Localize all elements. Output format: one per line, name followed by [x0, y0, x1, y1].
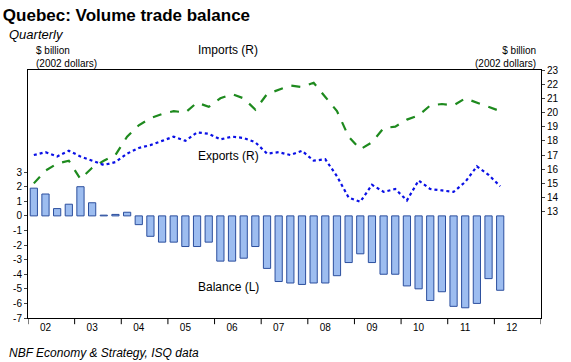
svg-text:08: 08	[320, 322, 332, 333]
svg-text:02: 02	[40, 322, 52, 333]
svg-text:04: 04	[133, 322, 145, 333]
svg-text:15: 15	[547, 178, 559, 189]
svg-text:16: 16	[547, 164, 559, 175]
svg-text:12: 12	[506, 322, 518, 333]
svg-text:11: 11	[460, 322, 471, 333]
svg-text:-4: -4	[13, 269, 22, 280]
svg-text:23: 23	[547, 65, 559, 76]
svg-text:05: 05	[180, 322, 192, 333]
svg-text:07: 07	[273, 322, 285, 333]
svg-text:NBF Economy & Strategy, ISQ da: NBF Economy & Strategy, ISQ data	[9, 346, 199, 360]
svg-text:09: 09	[366, 322, 378, 333]
svg-text:-1: -1	[13, 225, 22, 236]
svg-text:-6: -6	[13, 298, 22, 309]
svg-text:1: 1	[16, 196, 22, 207]
svg-text:14: 14	[547, 192, 559, 203]
svg-text:0: 0	[16, 210, 22, 221]
svg-text:2: 2	[16, 181, 22, 192]
svg-text:13: 13	[547, 206, 559, 217]
svg-text:21: 21	[547, 93, 559, 104]
svg-text:Quarterly: Quarterly	[9, 27, 64, 42]
svg-text:$ billion(2002 dollars): $ billion(2002 dollars)	[36, 45, 97, 69]
svg-text:18: 18	[547, 135, 559, 146]
svg-text:19: 19	[547, 121, 559, 132]
svg-text:$ billion(2002 dollars): $ billion(2002 dollars)	[475, 45, 536, 69]
svg-text:06: 06	[226, 322, 238, 333]
svg-text:20: 20	[547, 107, 559, 118]
svg-text:-2: -2	[13, 240, 22, 251]
svg-text:17: 17	[547, 150, 559, 161]
svg-text:Balance (L): Balance (L)	[198, 280, 259, 294]
svg-text:22: 22	[547, 79, 559, 90]
svg-text:-7: -7	[13, 313, 22, 324]
svg-text:-5: -5	[13, 283, 22, 294]
svg-text:Quebec: Volume trade balance: Quebec: Volume trade balance	[3, 6, 250, 25]
svg-text:3: 3	[16, 167, 22, 178]
svg-text:Imports (R): Imports (R)	[198, 43, 258, 57]
svg-text:10: 10	[413, 322, 425, 333]
svg-text:-3: -3	[13, 254, 22, 265]
svg-text:03: 03	[87, 322, 99, 333]
svg-text:Exports (R): Exports (R)	[198, 149, 259, 163]
